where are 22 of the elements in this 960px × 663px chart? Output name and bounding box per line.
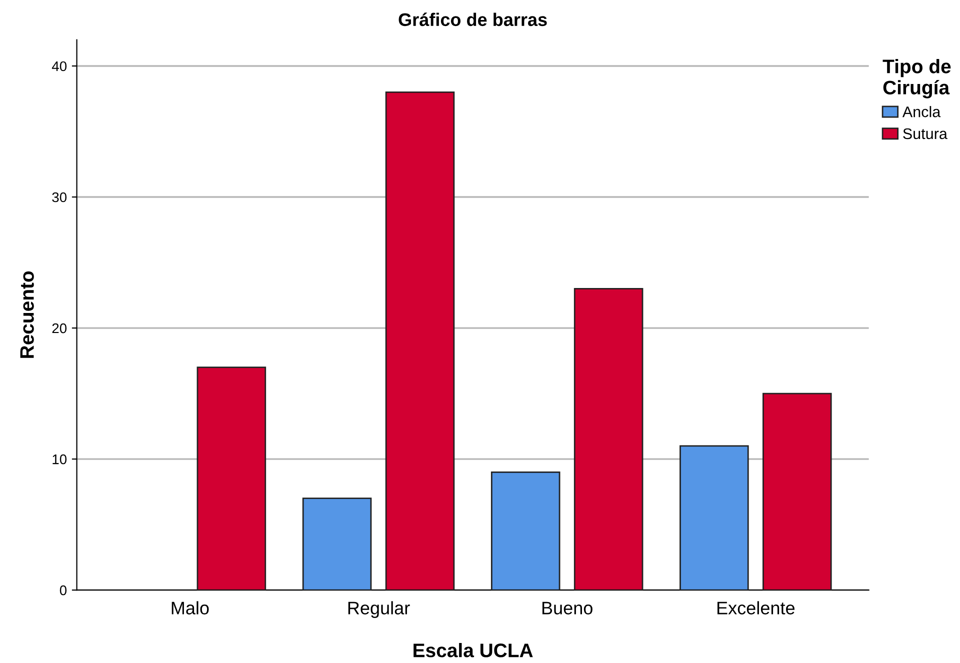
x-tick-label: Bueno (542, 602, 592, 614)
y-axis-title: Recuento (20, 271, 34, 358)
bar (196, 366, 266, 590)
bar (680, 445, 749, 590)
legend-title: Tipo de Cirugía (882, 59, 951, 98)
y-tick-label: 0 (60, 585, 67, 596)
legend-label: Sutura (903, 128, 948, 140)
legend-label: Ancla (902, 106, 941, 118)
bar (490, 471, 560, 590)
x-tick-label: Excelente (717, 601, 795, 614)
bar (574, 288, 644, 590)
x-tick-label: Malo (172, 601, 209, 614)
bar (762, 392, 832, 590)
bar (302, 498, 372, 590)
y-tick-label: 10 (52, 454, 67, 464)
x-tick-label: Regular (348, 601, 410, 618)
y-tick-label: 40 (52, 61, 67, 72)
chart-title: Gráfico de barras (398, 12, 547, 26)
y-tick-label: 30 (52, 192, 67, 202)
bar (385, 91, 455, 590)
y-tick-label: 20 (52, 323, 67, 334)
x-axis-title: Escala UCLA (414, 643, 533, 658)
